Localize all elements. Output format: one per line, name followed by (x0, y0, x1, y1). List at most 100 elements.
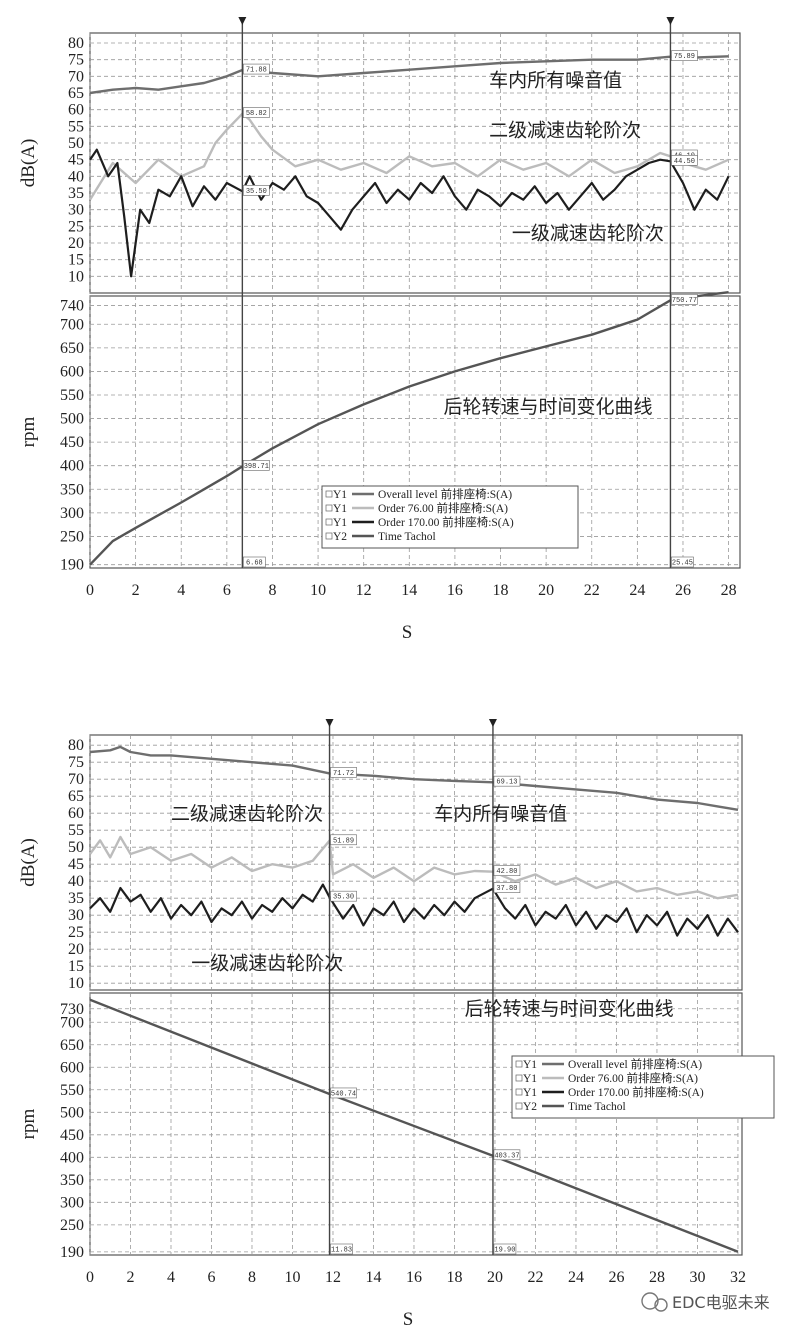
cursor-value-flag: 37.80 (493, 882, 521, 893)
legend-axis-prefix: Y1 (333, 503, 347, 515)
y-tick-label-upper: 55 (68, 118, 84, 135)
cursor-flag-value: 51.89 (333, 837, 354, 845)
y-tick-label-upper: 40 (68, 873, 84, 890)
y-tick-label-upper: 25 (68, 924, 84, 941)
y-tick-label-lower: 450 (60, 1127, 84, 1144)
series-line-4 (89, 998, 739, 1253)
x-tick-label: 32 (730, 1269, 746, 1286)
x-tick-label: 6 (223, 582, 231, 599)
x-tick-label: 26 (608, 1269, 624, 1286)
cursor-value-flag: 35.30 (330, 890, 357, 902)
x-tick-label: 4 (177, 582, 185, 599)
cursor-x-value: 6.68 (246, 560, 263, 568)
legend-entry-text: Time Tachol (568, 1101, 626, 1113)
x-tick-label: 12 (356, 582, 372, 599)
cursor-marker (488, 719, 497, 727)
legend-axis-prefix: Y1 (523, 1073, 537, 1085)
x-tick-label: 10 (310, 582, 326, 599)
cursor-x-flag-box (330, 1243, 353, 1255)
series-line-3 (89, 883, 739, 937)
cursor-flag-value: 75.89 (674, 53, 695, 61)
cursor-flag-box (330, 834, 357, 846)
y-tick-label-upper: 65 (68, 788, 84, 805)
legend-checkbox (325, 518, 333, 526)
x-tick-label: 4 (167, 1269, 175, 1286)
cursor-value-flag: 42.80 (493, 865, 521, 876)
legend-checkbox (325, 490, 333, 498)
legend-axis-prefix: Y1 (523, 1087, 537, 1099)
cursor-flag-value: 71.88 (246, 67, 267, 75)
cursor-marker (666, 17, 675, 25)
y-tick-label-upper: 20 (68, 235, 84, 252)
cursor-flag-box (493, 775, 521, 787)
legend-entry: Y1 Order 76.00 前排座椅:S(A) (325, 501, 508, 515)
y-tick-label-upper: 60 (68, 102, 84, 119)
y-tick-label-upper: 15 (68, 252, 84, 269)
x-tick-label: 2 (132, 582, 140, 599)
y-tick-label-upper: 75 (68, 52, 84, 69)
y-tick-label-lower: 250 (60, 1217, 84, 1234)
cursor-flag-box (493, 882, 521, 893)
y-tick-label-lower: 600 (60, 363, 84, 380)
wechat-icon (641, 1292, 659, 1310)
cursor-x-flag: 6.68 (243, 556, 266, 568)
cursor-value-flag: 71.88 (243, 63, 270, 75)
y-tick-label-upper: 25 (68, 218, 84, 235)
cursor-flag-box (671, 155, 698, 166)
y-tick-label-lower: 730 (60, 1001, 84, 1018)
x-tick-label: 14 (365, 1269, 381, 1286)
cursor-value-flag: 35.50 (243, 185, 270, 196)
x-tick-label: 28 (649, 1269, 665, 1286)
series-line-3 (89, 148, 730, 278)
y-tick-label-lower: 500 (60, 411, 84, 428)
x-tick-label: 20 (487, 1269, 503, 1286)
annotation-label: 一级减速齿轮阶次 (191, 953, 343, 975)
x-tick-label: 0 (86, 582, 94, 599)
legend-checkbox (515, 1074, 523, 1082)
legend-entry-text: Order 76.00 前排座椅:S(A) (568, 1071, 698, 1085)
cursor-x-value: 11.83 (331, 1247, 352, 1255)
wechat-icon-bubble (654, 1298, 668, 1312)
y-tick-label-upper: 30 (68, 202, 84, 219)
y-tick-label-lower: 400 (60, 1149, 84, 1166)
y-tick-label-upper: 45 (68, 856, 84, 873)
legend-entry: Y1 Overall level 前排座椅:S(A) (515, 1057, 702, 1071)
x-axis-label: S (403, 1309, 414, 1330)
y-tick-label-lower: 300 (60, 505, 84, 522)
cursor-value-flag: 750.77 (671, 294, 698, 305)
y-tick-label-lower: 300 (60, 1194, 84, 1211)
legend-entry-text: Overall level 前排座椅:S(A) (378, 487, 512, 501)
series-line-4 (89, 291, 729, 566)
legend-checkbox (515, 1088, 523, 1096)
x-tick-label: 10 (284, 1269, 300, 1286)
cursor-flag-box (330, 767, 357, 778)
y-tick-label-upper: 35 (68, 185, 84, 202)
cursor-flag-value: 44.50 (674, 158, 695, 166)
cursor-value-flag: 51.89 (330, 834, 357, 846)
cursor-flag-value: 540.74 (331, 1090, 356, 1098)
x-tick-label: 18 (493, 582, 509, 599)
cursor-flag-box (493, 1149, 521, 1161)
legend-entry: Y2 Time Tachol (325, 531, 436, 543)
legend-entry-text: Order 170.00 前排座椅:S(A) (568, 1085, 704, 1099)
y-tick-label-upper: 70 (68, 771, 84, 788)
annotation-label: 后轮转速与时间变化曲线 (465, 998, 674, 1020)
y-tick-label-lower: 190 (60, 557, 84, 574)
cursor-flag-value: 35.30 (333, 894, 354, 902)
y-tick-label-lower: 350 (60, 1172, 84, 1189)
annotation-label: 车内所有噪音值 (489, 69, 622, 91)
cursor-value-flag: 540.74 (330, 1087, 357, 1098)
y-tick-label-lower: 600 (60, 1059, 84, 1076)
annotation-label: 二级减速齿轮阶次 (489, 119, 641, 141)
x-tick-label: 20 (538, 582, 554, 599)
y-tick-label-lower: 740 (60, 297, 84, 314)
cursor-x-value: 19.90 (494, 1247, 515, 1255)
legend-entry: Y1 Order 170.00 前排座椅:S(A) (515, 1085, 704, 1099)
cursor-flag-value: 35.50 (246, 188, 267, 196)
legend-entry: Y2 Time Tachol (515, 1101, 626, 1113)
y-tick-label-upper: 30 (68, 907, 84, 924)
legend-box (321, 485, 579, 549)
x-tick-label: 16 (447, 582, 463, 599)
cursor-flag-value: 71.72 (333, 770, 354, 778)
x-tick-label: 16 (406, 1269, 422, 1286)
